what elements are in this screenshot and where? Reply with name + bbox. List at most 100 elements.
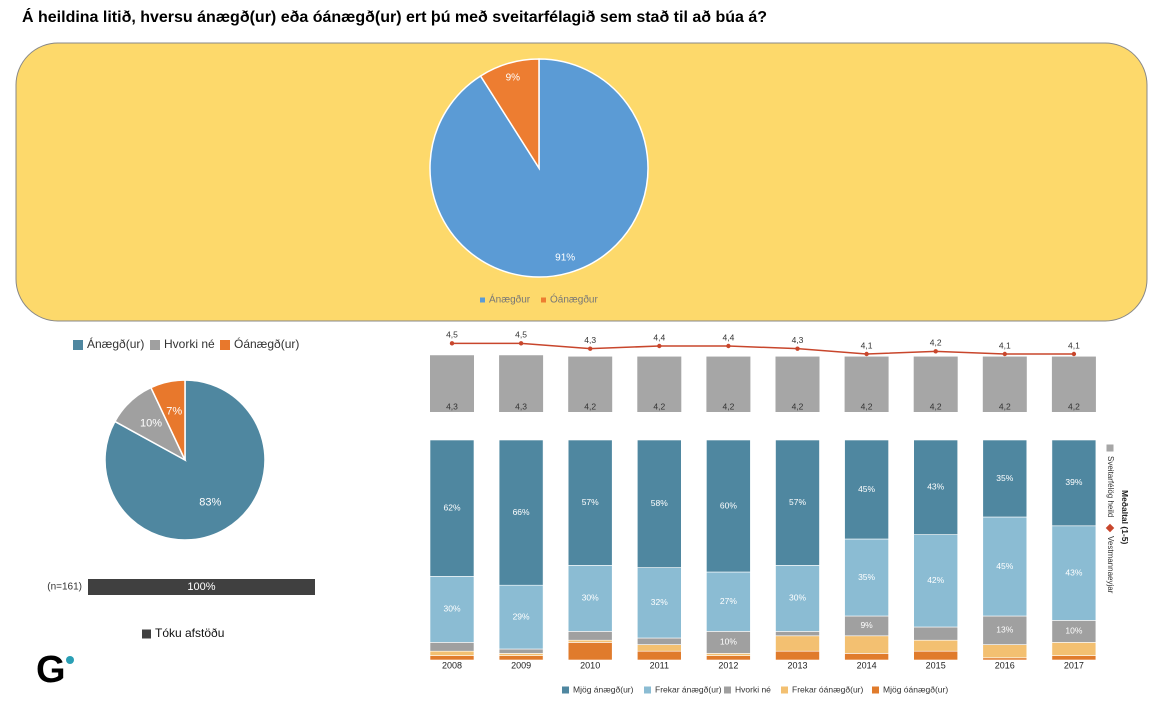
- bar-label: 4,2: [930, 401, 942, 411]
- legend-swatch: [150, 340, 160, 350]
- bar: [430, 355, 474, 412]
- line-point: [588, 346, 593, 351]
- line-point: [657, 343, 662, 349]
- legend-label: Hvorki né: [735, 684, 771, 694]
- legend-label: Óánægður: [550, 293, 598, 306]
- line-point: [933, 349, 938, 354]
- segment-label: 45%: [858, 484, 875, 494]
- segment-label: 30%: [443, 604, 460, 614]
- legend-label: Hvorki né: [164, 337, 215, 351]
- bar-segment: [567, 439, 613, 566]
- line-point: [1002, 351, 1007, 357]
- segment-label: 29%: [513, 611, 530, 621]
- bar-segment: [775, 650, 820, 661]
- segment-label: 30%: [582, 593, 599, 603]
- point-label: 4,5: [515, 330, 527, 340]
- x-tick-label: 2013: [787, 660, 807, 670]
- bar-label: 4,2: [792, 401, 804, 411]
- pie-slice: [479, 58, 540, 171]
- legend-label: Mjög ánægð(ur): [573, 684, 634, 694]
- legend-label: Ánægð(ur): [87, 336, 144, 351]
- legend-label: Ánægður: [489, 293, 531, 306]
- legend-swatch: [142, 629, 151, 639]
- segment-label: 58%: [651, 498, 668, 508]
- bar-segment: [567, 565, 613, 632]
- line: [452, 342, 1074, 355]
- bar: [499, 355, 544, 412]
- x-tick-label: 2010: [580, 660, 600, 670]
- bar-label: 4,2: [861, 401, 873, 411]
- bar-segment: [1051, 655, 1097, 661]
- segment-label: 10%: [1065, 626, 1082, 636]
- legend-label: Frekar óánægð(ur): [792, 684, 864, 694]
- bar-segment: [429, 642, 475, 652]
- segment-label: 35%: [858, 572, 875, 582]
- point-label: 4,1: [861, 340, 873, 350]
- x-tick-label: 2008: [442, 660, 462, 670]
- slice-label: 10%: [140, 418, 162, 430]
- line-point: [449, 341, 455, 346]
- bar-segment: [498, 439, 544, 586]
- legend-swatch: [541, 297, 546, 303]
- x-tick-label: 2016: [995, 660, 1015, 670]
- point-label: 4,4: [653, 332, 665, 342]
- bar-segment: [1051, 439, 1097, 527]
- legend-label: Vestmannaeyjar: [1106, 536, 1115, 594]
- segment-label: 13%: [996, 625, 1013, 635]
- bar-segment: [429, 650, 475, 656]
- line-point: [518, 341, 524, 346]
- segment-label: 66%: [513, 507, 530, 517]
- bar-segment: [844, 635, 889, 654]
- legend-title: Meðaltal (1-5): [1120, 490, 1130, 544]
- bar-segment: [913, 639, 959, 652]
- bar-segment: [844, 439, 889, 540]
- bar-segment: [775, 565, 820, 632]
- bar-segment: [982, 644, 1028, 659]
- bar-label: 4,3: [446, 401, 458, 411]
- legend-label: Frekar ánægð(ur): [655, 684, 722, 694]
- legend-label: Óánægð(ur): [234, 336, 299, 351]
- legend-label: Tóku afstöðu: [155, 626, 224, 640]
- bar: [568, 356, 613, 412]
- bar-label: 4,2: [999, 401, 1011, 411]
- bar: [913, 356, 958, 412]
- bar-segment: [844, 653, 889, 661]
- segment-label: 60%: [720, 500, 737, 510]
- line-point: [726, 343, 731, 349]
- x-tick-label: 2017: [1064, 660, 1084, 670]
- line-point: [795, 346, 800, 351]
- line-point: [1071, 351, 1077, 357]
- bar-segment: [636, 644, 682, 652]
- bar: [637, 356, 682, 412]
- legend-swatch: [562, 686, 569, 694]
- bar-label: 4,2: [653, 401, 665, 411]
- bar: [844, 356, 889, 412]
- bar-segment: [775, 635, 820, 652]
- legend-swatch: [480, 297, 485, 303]
- bar: [1051, 356, 1096, 412]
- legend-swatch: [644, 686, 651, 694]
- slice-label: 91%: [555, 253, 575, 264]
- segment-label: 57%: [582, 497, 599, 507]
- bar-segment: [1051, 525, 1097, 621]
- bar-segment: [706, 571, 751, 632]
- slice-label: 7%: [166, 406, 182, 418]
- bar-segment: [636, 650, 682, 661]
- point-label: 4,3: [584, 335, 596, 345]
- bar-segment: [706, 655, 751, 661]
- bar-segment: [429, 655, 475, 661]
- legend-swatch: [220, 340, 230, 350]
- bar-segment: [567, 642, 613, 661]
- bar-segment: [913, 439, 959, 535]
- bar-segment: [982, 516, 1028, 617]
- legend-swatch: [724, 686, 731, 694]
- legend-label: Mjög óánægð(ur): [883, 684, 948, 694]
- bar-segment: [1051, 642, 1097, 656]
- bar: [982, 356, 1027, 412]
- bar-segment: [636, 637, 682, 645]
- bar-segment: [775, 631, 820, 637]
- bar-segment: [913, 650, 959, 661]
- bar-segment: [498, 653, 544, 656]
- page-title: Á heildina litið, hversu ánægð(ur) eða ó…: [22, 7, 767, 26]
- segment-label: 10%: [720, 637, 737, 647]
